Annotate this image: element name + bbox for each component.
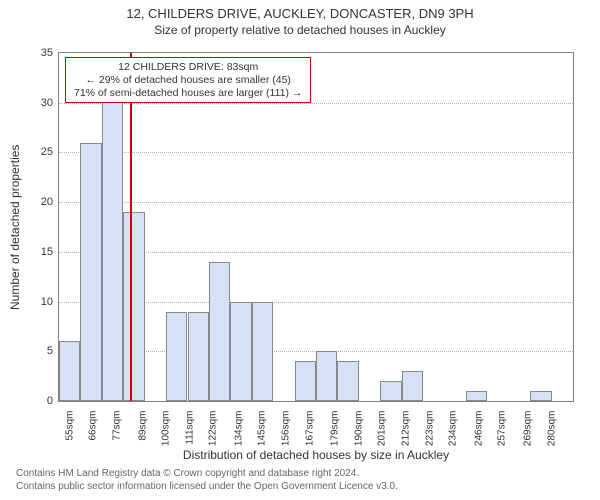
x-tick-label: 246sqm <box>473 411 484 447</box>
x-tick-label: 257sqm <box>497 411 508 447</box>
annotation-line-3: 71% of semi-detached houses are larger (… <box>74 87 302 100</box>
y-gridline <box>59 202 573 203</box>
histogram-bar <box>295 361 316 401</box>
x-tick-label: 66sqm <box>88 411 99 441</box>
y-tick-label: 0 <box>47 395 53 407</box>
marker-annotation: 12 CHILDERS DRIVE: 83sqm ← 29% of detach… <box>65 57 311 103</box>
histogram-bar <box>123 212 144 401</box>
x-tick-label: 156sqm <box>281 411 292 447</box>
x-tick-label: 134sqm <box>233 411 244 447</box>
footer-line-2: Contains public sector information licen… <box>16 481 398 494</box>
x-tick-label: 201sqm <box>377 411 388 447</box>
histogram-bar <box>337 361 358 401</box>
annotation-line-2: ← 29% of detached houses are smaller (45… <box>74 74 302 87</box>
chart-title: 12, CHILDERS DRIVE, AUCKLEY, DONCASTER, … <box>0 6 600 23</box>
footer-line-1: Contains HM Land Registry data © Crown c… <box>16 468 398 481</box>
y-tick-label: 20 <box>41 196 53 208</box>
histogram-bar <box>230 302 251 401</box>
property-marker-line <box>130 53 132 401</box>
x-tick-label: 89sqm <box>137 411 148 441</box>
y-tick-label: 10 <box>41 296 53 308</box>
x-tick-label: 179sqm <box>330 411 341 447</box>
annotation-line-1: 12 CHILDERS DRIVE: 83sqm <box>74 61 302 74</box>
x-tick-label: 55sqm <box>64 411 75 441</box>
x-tick-label: 190sqm <box>353 411 364 447</box>
property-size-chart: 12, CHILDERS DRIVE, AUCKLEY, DONCASTER, … <box>0 0 600 500</box>
chart-subtitle: Size of property relative to detached ho… <box>0 23 600 38</box>
histogram-bar <box>380 381 401 401</box>
x-tick-label: 212sqm <box>400 411 411 447</box>
histogram-bar <box>466 391 487 401</box>
y-gridline <box>59 152 573 153</box>
histogram-bar <box>188 312 209 401</box>
x-axis-label: Distribution of detached houses by size … <box>58 448 574 462</box>
y-tick-label: 30 <box>41 97 53 109</box>
x-tick-label: 280sqm <box>546 411 557 447</box>
plot-area: 12 CHILDERS DRIVE: 83sqm ← 29% of detach… <box>58 52 574 402</box>
x-tick-label: 122sqm <box>208 411 219 447</box>
y-axis-label: Number of detached properties <box>8 52 22 402</box>
x-tick-label: 77sqm <box>111 411 122 441</box>
x-tick-label: 111sqm <box>184 411 195 445</box>
histogram-bar <box>59 341 80 401</box>
histogram-bar <box>402 371 423 401</box>
histogram-bar <box>80 143 101 402</box>
histogram-bar <box>530 391 551 401</box>
chart-title-block: 12, CHILDERS DRIVE, AUCKLEY, DONCASTER, … <box>0 0 600 38</box>
y-tick-label: 35 <box>41 47 53 59</box>
x-tick-label: 145sqm <box>257 411 268 447</box>
y-tick-label: 15 <box>41 246 53 258</box>
x-tick-label: 223sqm <box>424 411 435 447</box>
histogram-bar <box>209 262 230 401</box>
histogram-bar <box>252 302 273 401</box>
y-tick-label: 5 <box>47 345 53 357</box>
x-tick-label: 269sqm <box>523 411 534 447</box>
histogram-bar <box>102 83 123 401</box>
x-tick-label: 100sqm <box>161 411 172 447</box>
x-tick-label: 234sqm <box>448 411 459 447</box>
chart-footer: Contains HM Land Registry data © Crown c… <box>16 468 398 494</box>
x-tick-label: 167sqm <box>304 411 315 447</box>
histogram-bar <box>166 312 187 401</box>
histogram-bar <box>316 351 337 401</box>
y-tick-label: 25 <box>41 146 53 158</box>
